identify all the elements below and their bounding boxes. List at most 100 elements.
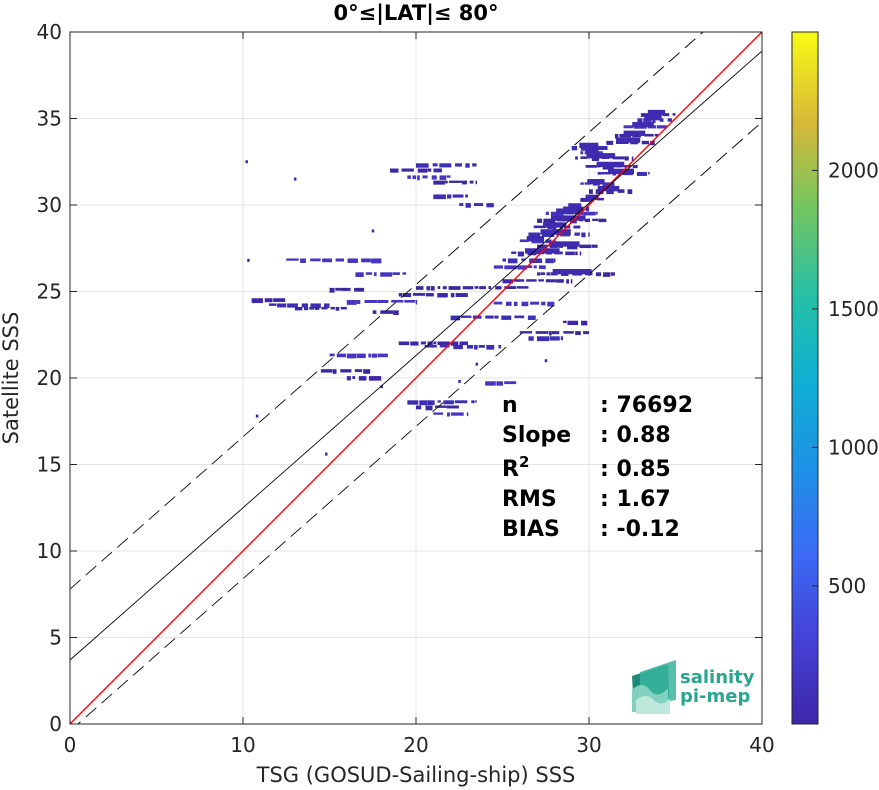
- density-cell: [462, 286, 474, 290]
- density-cell: [340, 369, 352, 373]
- density-point: [380, 385, 383, 389]
- density-cell: [330, 306, 335, 310]
- density-cell: [545, 239, 552, 244]
- stat-label: Slope: [502, 423, 571, 448]
- density-cell: [545, 211, 549, 216]
- stat-value: : -0.12: [600, 517, 680, 542]
- density-cell: [368, 376, 382, 381]
- density-cell: [417, 175, 420, 181]
- density-cell: [551, 331, 560, 335]
- density-cell: [478, 344, 485, 348]
- density-cell: [485, 381, 496, 386]
- density-cell: [346, 299, 357, 305]
- density-cell: [393, 310, 399, 316]
- density-cell: [591, 244, 598, 248]
- density-cell: [641, 140, 650, 145]
- density-cell: [437, 341, 451, 345]
- density-cell: [474, 286, 479, 289]
- density-cell: [430, 286, 435, 291]
- density-cell: [580, 151, 584, 155]
- density-cell: [538, 279, 544, 282]
- density-cell: [519, 239, 529, 243]
- density-cell: [332, 369, 337, 374]
- density-cell: [632, 121, 654, 128]
- density-cell: [623, 125, 634, 129]
- density-cell: [644, 115, 662, 121]
- line-one-to-one: [70, 32, 762, 724]
- density-cell: [402, 293, 412, 298]
- density-cell: [565, 251, 575, 256]
- density-cell: [358, 376, 367, 381]
- density-cell: [391, 299, 404, 303]
- density-cell: [602, 182, 615, 187]
- density-cell: [545, 258, 554, 264]
- density-cell: [439, 175, 447, 180]
- density-cell: [452, 194, 464, 198]
- density-cell: [462, 180, 468, 185]
- density-cell: [372, 310, 377, 314]
- density-cell: [553, 258, 556, 263]
- density-cell: [597, 171, 602, 175]
- y-tick-label: 35: [37, 107, 62, 131]
- density-cell: [527, 315, 536, 320]
- y-tick-label: 10: [37, 539, 62, 563]
- colorbar-tick-label: 1500: [828, 297, 879, 321]
- density-cell: [538, 265, 546, 270]
- colorbar-tick-label: 500: [828, 574, 866, 598]
- density-cell: [459, 341, 468, 346]
- density-cell: [286, 258, 299, 261]
- x-axis-ticks: 0 10 20 30 40: [64, 32, 775, 757]
- density-cell: [517, 265, 528, 270]
- density-cell: [321, 306, 328, 310]
- x-tick-label: 0: [64, 733, 77, 757]
- density-cell: [398, 341, 410, 346]
- density-cell: [377, 353, 388, 358]
- density-cell: [543, 218, 556, 223]
- salinity-pi-mep-logo: salinity pi-mep: [632, 660, 755, 714]
- density-cell: [469, 180, 474, 184]
- density-cell: [580, 182, 584, 185]
- density-cell: [606, 140, 614, 145]
- density-cell: [556, 279, 564, 283]
- density-cell: [495, 286, 502, 290]
- density-cell: [610, 272, 615, 276]
- density-cell: [320, 369, 333, 373]
- density-cell: [475, 400, 477, 403]
- density-cell: [433, 180, 445, 185]
- density-cell: [581, 320, 588, 326]
- density-cell: [424, 344, 437, 348]
- density-cell: [566, 279, 569, 284]
- density-cell: [314, 306, 320, 310]
- density-cell: [511, 251, 517, 254]
- density-cell: [431, 175, 437, 180]
- density-cell: [567, 244, 578, 250]
- density-cell: [644, 133, 654, 137]
- density-cell: [592, 218, 599, 222]
- density-cell: [448, 286, 461, 290]
- density-cells: [245, 109, 676, 456]
- density-cell: [612, 156, 625, 160]
- density-cell: [585, 194, 599, 200]
- density-cell: [347, 258, 358, 263]
- density-cell: [647, 109, 666, 116]
- density-point: [475, 362, 479, 366]
- density-cell: [530, 301, 540, 305]
- density-cell: [407, 175, 411, 179]
- y-axis-ticks: 0 5 10 15 20 25 30 35 40: [37, 20, 762, 736]
- x-tick-label: 10: [230, 733, 255, 757]
- density-cell: [546, 272, 551, 276]
- density-cell: [652, 118, 656, 124]
- density-cell: [587, 179, 605, 185]
- density-cell: [591, 156, 600, 161]
- density-cell: [504, 286, 517, 289]
- density-cell: [323, 303, 330, 309]
- density-cell: [598, 218, 607, 223]
- density-cell: [656, 125, 667, 129]
- density-cell: [392, 272, 400, 275]
- density-cell: [425, 405, 433, 411]
- density-cell: [654, 133, 659, 137]
- y-tick-label: 30: [37, 193, 62, 217]
- density-cell: [439, 163, 452, 168]
- density-cell: [636, 171, 647, 176]
- y-tick-label: 5: [49, 626, 62, 650]
